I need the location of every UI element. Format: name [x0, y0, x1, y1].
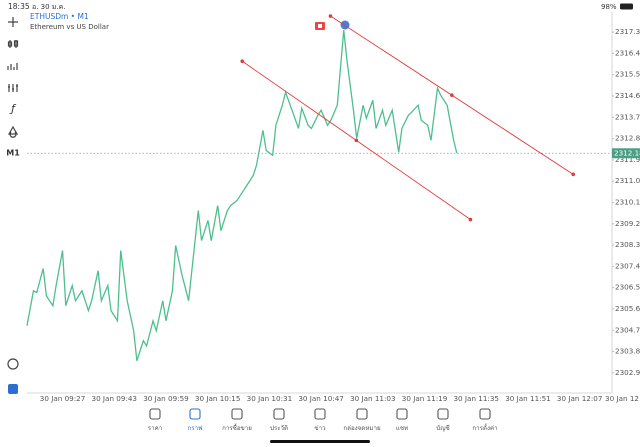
y-tick-label: 2308.30 [615, 240, 640, 249]
trade-tool[interactable] [8, 384, 18, 394]
status-date: อ. 30 ม.ค. [32, 3, 66, 11]
crosshair-tool[interactable] [8, 17, 18, 27]
y-tick-label: 2317.30 [615, 27, 640, 36]
settings-tool[interactable] [8, 84, 18, 92]
trendline-handle [468, 217, 473, 222]
trendline-handle [240, 59, 245, 64]
symbol-description: Ethereum vs US Dollar [30, 23, 109, 31]
y-tick-label: 2311.00 [615, 176, 640, 185]
y-tick-label: 2307.40 [615, 261, 640, 270]
nav-label[interactable]: การซื้อขาย [222, 423, 252, 432]
trendline-handle [328, 14, 333, 18]
trendline-handle [354, 138, 359, 143]
shapes-tool[interactable] [7, 125, 19, 138]
y-tick-label: 2306.50 [615, 283, 640, 292]
nav-icon[interactable] [356, 408, 368, 420]
y-tick-label: 2309.20 [615, 219, 640, 228]
y-tick-label: 2314.60 [615, 91, 640, 100]
x-tick-label: 30 Jan 10:31 [247, 394, 293, 403]
battery-icon [620, 3, 633, 10]
nav-icon[interactable] [149, 408, 161, 420]
x-tick-label: 30 Jan 12 [605, 394, 639, 403]
status-time: 18:35 [8, 2, 30, 11]
y-tick-label: 2303.80 [615, 347, 640, 356]
indicator-tool[interactable] [7, 63, 18, 70]
nav-icon[interactable] [273, 408, 285, 420]
x-tick-label: 30 Jan 11:03 [350, 394, 396, 403]
x-tick-label: 30 Jan 10:15 [195, 394, 241, 403]
y-tick-label: 2316.40 [615, 48, 640, 57]
y-tick-label: 2312.80 [615, 134, 640, 143]
y-tick-label: 2315.50 [615, 70, 640, 79]
nav-icon[interactable] [396, 408, 408, 420]
nav-label[interactable]: กล่องจดหมาย [343, 425, 381, 432]
nav-label[interactable]: แชท [396, 425, 408, 432]
nav-label[interactable]: การตั้งค่า [472, 423, 497, 432]
y-tick-label: 2311.90 [615, 155, 640, 164]
nav-label[interactable]: ประวัติ [270, 425, 288, 432]
nav-icon[interactable] [314, 408, 326, 420]
nav-icon[interactable] [231, 408, 243, 420]
candle-tool[interactable] [7, 40, 19, 48]
symbol-name[interactable]: ETHUSDm • M1 [30, 12, 89, 21]
trendline-handle [450, 93, 454, 97]
y-tick-label: 2313.70 [615, 112, 640, 121]
y-tick-label: 2305.60 [615, 304, 640, 313]
nav-label[interactable]: กราฟ [188, 425, 203, 432]
x-tick-label: 30 Jan 10:47 [298, 394, 344, 403]
price-line [26, 30, 458, 362]
x-tick-label: 30 Jan 11:35 [453, 394, 499, 403]
nav-icon[interactable] [479, 408, 491, 420]
x-tick-label: 30 Jan 11:19 [402, 394, 448, 403]
y-tick-label: 2310.10 [615, 198, 640, 207]
home-indicator [270, 440, 370, 443]
nav-label[interactable]: บัญชี [436, 424, 449, 432]
nav-label[interactable]: ราคา [148, 425, 162, 432]
timeframe[interactable]: M1 [6, 149, 20, 158]
left-toolbar: ƒ M1 [6, 17, 20, 394]
x-tick-label: 30 Jan 09:59 [143, 394, 189, 403]
trendline-handle [571, 172, 576, 177]
nav-label[interactable]: ข่าว [314, 425, 325, 432]
last-price-box [612, 148, 640, 159]
last-price-label: 2312.18 [614, 148, 640, 157]
x-tick-label: 30 Jan 09:43 [92, 394, 138, 403]
x-tick-label: 30 Jan 09:27 [40, 394, 86, 403]
y-tick-label: 2302.90 [615, 368, 640, 377]
clock-tool[interactable] [7, 358, 19, 370]
x-tick-label: 30 Jan 12:07 [557, 394, 603, 403]
function-tool[interactable]: ƒ [9, 102, 17, 115]
nav-icon[interactable] [437, 408, 449, 420]
nav-icon[interactable] [189, 408, 201, 420]
y-tick-label: 2304.70 [615, 325, 640, 334]
x-tick-label: 30 Jan 11:51 [505, 394, 551, 403]
status-battery: 98% [601, 3, 617, 11]
